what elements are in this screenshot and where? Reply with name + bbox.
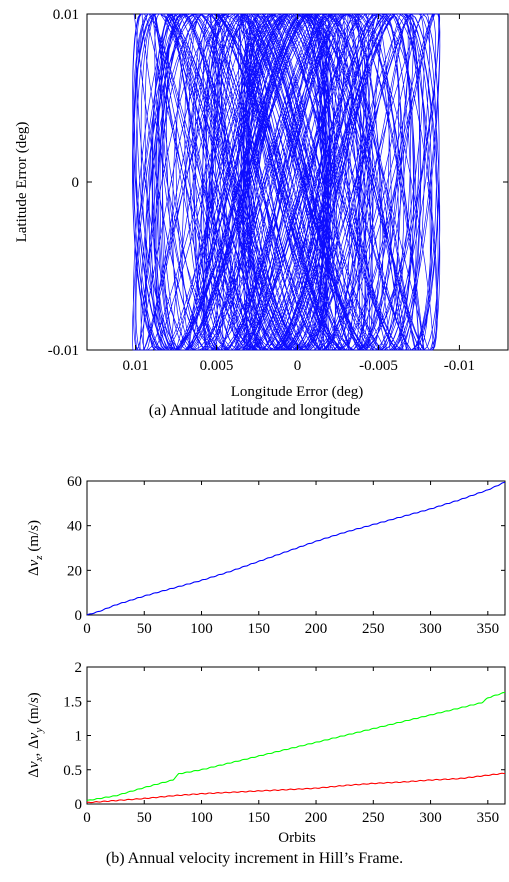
x-tick-label: 150 bbox=[248, 621, 271, 637]
tick-labels: 0 50 100 150 200 250 300 350 0 0.5 1 1.5 2 bbox=[63, 660, 505, 826]
x-tick-label: -0.005 bbox=[359, 358, 398, 374]
series-lines bbox=[86, 481, 506, 616]
x-axis-label: Longitude Error (deg) bbox=[231, 384, 363, 400]
y-tick-label: 20 bbox=[67, 563, 82, 579]
x-tick-label: 100 bbox=[190, 810, 213, 826]
series-line-1 bbox=[86, 772, 505, 804]
x-tick-label: 350 bbox=[477, 810, 500, 826]
x-tick-label: 0.01 bbox=[122, 358, 148, 374]
trajectory-line bbox=[132, 13, 441, 351]
y-tick-label: 0 bbox=[75, 797, 83, 813]
y-axis-label: Δvz (m/s) bbox=[26, 520, 45, 576]
panel-b-dvz: 0 50 100 150 200 250 300 350 0 20 40 60 Δvz (m/s) bbox=[26, 474, 506, 637]
caption-b: (b) Annual velocity increment in Hill’s … bbox=[105, 850, 404, 867]
x-tick-label: 300 bbox=[419, 621, 442, 637]
series-line-0 bbox=[86, 691, 506, 802]
x-tick-label: 350 bbox=[477, 621, 500, 637]
x-tick-label: 200 bbox=[305, 621, 328, 637]
panel-b-dvx-dvy: 0 50 100 150 200 250 300 350 0 0.5 1 1.5 2 Orbits Δv… bbox=[26, 660, 506, 846]
series-lines bbox=[86, 691, 506, 804]
y-axis-label: Δvx, Δvy (m/s) bbox=[26, 692, 45, 777]
x-tick-label: 0.005 bbox=[200, 358, 234, 374]
x-tick-label: 200 bbox=[305, 810, 328, 826]
x-axis-label: Orbits bbox=[278, 830, 316, 846]
y-tick-label: 0 bbox=[72, 175, 80, 191]
y-tick-label: 0.5 bbox=[63, 763, 82, 779]
x-tick-label: 300 bbox=[419, 810, 442, 826]
y-tick-label: 0.01 bbox=[53, 7, 79, 23]
y-tick-label: -0.01 bbox=[48, 343, 79, 359]
y-axis-label: Latitude Error (deg) bbox=[14, 122, 30, 243]
x-tick-label: 0 bbox=[83, 621, 91, 637]
plot-frame bbox=[86, 666, 506, 805]
y-tick-label: 1 bbox=[75, 729, 83, 745]
x-tick-label: 150 bbox=[248, 810, 271, 826]
y-tick-label: 2 bbox=[75, 660, 83, 676]
y-tick-labels: -0.01 0 0.01 bbox=[48, 7, 508, 359]
x-tick-label: 0 bbox=[83, 810, 91, 826]
x-tick-label: 0 bbox=[294, 358, 302, 374]
x-tick-label: -0.01 bbox=[444, 358, 475, 374]
x-tick-labels: 0.01 0.005 0 -0.005 -0.01 bbox=[122, 14, 475, 374]
tick-labels: 0 50 100 150 200 250 300 350 0 20 40 60 bbox=[67, 474, 505, 637]
trajectory-series bbox=[132, 13, 441, 351]
y-tick-label: 1.5 bbox=[63, 694, 82, 710]
panel-a-latitude-longitude: 0.01 0.005 0 -0.005 -0.01 -0.01 0 0.01 Longitu… bbox=[14, 7, 509, 400]
caption-a: (a) Annual latitude and longitude bbox=[148, 402, 361, 419]
x-tick-label: 100 bbox=[190, 621, 213, 637]
y-tick-label: 60 bbox=[67, 474, 82, 490]
x-tick-label: 50 bbox=[137, 810, 152, 826]
plot-frame bbox=[86, 480, 506, 616]
y-tick-label: 0 bbox=[75, 608, 83, 624]
x-tick-label: 250 bbox=[362, 810, 385, 826]
series-line-0 bbox=[86, 481, 506, 616]
y-tick-label: 40 bbox=[67, 519, 82, 535]
x-tick-label: 50 bbox=[137, 621, 152, 637]
x-tick-label: 250 bbox=[362, 621, 385, 637]
